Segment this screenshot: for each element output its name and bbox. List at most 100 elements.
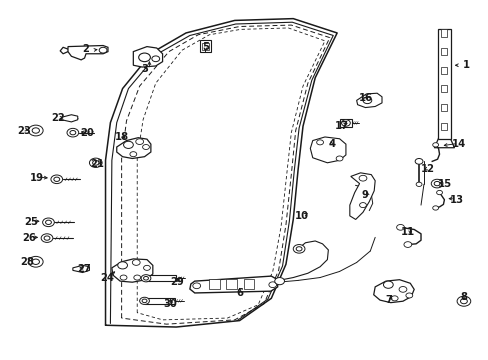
Circle shape	[143, 276, 148, 280]
Text: 4: 4	[328, 139, 335, 149]
Text: 15: 15	[436, 179, 450, 189]
Text: 12: 12	[420, 164, 433, 174]
Circle shape	[274, 278, 284, 285]
Circle shape	[316, 140, 323, 145]
Polygon shape	[189, 276, 277, 293]
Circle shape	[123, 141, 133, 148]
Text: 5: 5	[202, 42, 208, 52]
Circle shape	[142, 299, 147, 303]
Circle shape	[45, 220, 51, 225]
Circle shape	[32, 128, 40, 133]
Circle shape	[341, 120, 349, 126]
Circle shape	[120, 275, 127, 280]
Bar	[441, 123, 447, 130]
Circle shape	[92, 161, 99, 165]
Bar	[441, 30, 447, 37]
Circle shape	[44, 236, 50, 240]
Circle shape	[268, 282, 276, 288]
Circle shape	[293, 244, 305, 253]
Circle shape	[405, 293, 412, 298]
Text: 21: 21	[90, 159, 104, 169]
Circle shape	[296, 247, 302, 251]
Text: 29: 29	[170, 277, 183, 287]
Polygon shape	[68, 45, 108, 60]
Circle shape	[398, 287, 406, 292]
Circle shape	[130, 152, 137, 157]
Bar	[226, 279, 237, 289]
Circle shape	[359, 203, 366, 208]
Bar	[146, 275, 176, 281]
Circle shape	[433, 181, 439, 186]
Text: 28: 28	[20, 257, 34, 267]
Bar	[441, 85, 447, 93]
Bar	[144, 298, 174, 304]
Text: 9: 9	[361, 190, 368, 200]
Circle shape	[28, 125, 43, 136]
Circle shape	[432, 143, 438, 147]
Text: 19: 19	[30, 173, 44, 183]
Text: 11: 11	[400, 227, 414, 237]
Circle shape	[41, 234, 53, 242]
Text: 20: 20	[81, 129, 94, 138]
Circle shape	[415, 182, 421, 186]
Polygon shape	[112, 259, 153, 282]
Text: 27: 27	[78, 264, 91, 274]
Polygon shape	[310, 137, 345, 163]
Text: 8: 8	[460, 292, 467, 302]
Bar	[441, 104, 447, 111]
Circle shape	[143, 265, 150, 270]
Circle shape	[414, 158, 422, 164]
Polygon shape	[349, 173, 374, 220]
Circle shape	[362, 97, 371, 104]
Text: 23: 23	[17, 126, 31, 135]
Circle shape	[134, 275, 141, 280]
Text: 24: 24	[100, 273, 114, 283]
Text: 14: 14	[451, 139, 465, 149]
Circle shape	[139, 53, 150, 62]
Polygon shape	[356, 93, 381, 108]
Text: 6: 6	[236, 288, 243, 298]
Circle shape	[28, 256, 43, 267]
Text: 1: 1	[462, 60, 469, 70]
Bar	[339, 119, 351, 127]
Circle shape	[70, 131, 76, 135]
Circle shape	[396, 225, 404, 230]
Bar	[209, 279, 220, 289]
Text: 10: 10	[294, 211, 308, 221]
Circle shape	[51, 175, 62, 184]
Circle shape	[89, 158, 102, 167]
Bar	[437, 30, 449, 139]
Text: 22: 22	[51, 113, 65, 123]
Text: 26: 26	[22, 233, 36, 243]
Circle shape	[456, 296, 470, 306]
Circle shape	[192, 283, 200, 289]
Circle shape	[390, 296, 397, 301]
Circle shape	[460, 299, 467, 304]
Circle shape	[403, 242, 411, 247]
Bar	[441, 48, 447, 55]
Text: 18: 18	[114, 132, 128, 142]
Polygon shape	[61, 115, 78, 122]
Circle shape	[99, 47, 107, 53]
Text: 16: 16	[358, 93, 372, 103]
Text: 25: 25	[24, 217, 38, 227]
Circle shape	[142, 144, 149, 149]
Polygon shape	[73, 265, 89, 273]
Bar	[199, 40, 211, 51]
Circle shape	[32, 259, 40, 265]
Polygon shape	[133, 46, 162, 67]
Text: 13: 13	[448, 195, 463, 205]
Circle shape	[152, 56, 159, 62]
Circle shape	[141, 275, 151, 282]
Bar	[201, 43, 209, 50]
Circle shape	[118, 262, 127, 269]
Circle shape	[383, 281, 392, 288]
Bar	[243, 279, 254, 289]
Circle shape	[436, 190, 442, 195]
Text: 30: 30	[163, 299, 177, 309]
Text: 7: 7	[384, 295, 391, 305]
Circle shape	[54, 177, 60, 181]
Text: 17: 17	[334, 121, 348, 131]
Circle shape	[430, 179, 442, 188]
Polygon shape	[373, 280, 413, 303]
